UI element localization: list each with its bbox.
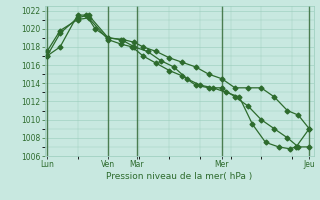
X-axis label: Pression niveau de la mer( hPa ): Pression niveau de la mer( hPa ) bbox=[106, 172, 252, 181]
